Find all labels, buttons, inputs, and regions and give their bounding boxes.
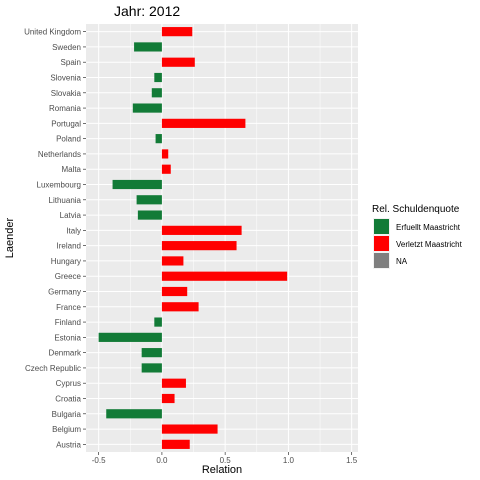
bar-austria: [161, 439, 190, 449]
y-tick-label: Slovenia: [50, 74, 81, 83]
bar-ireland: [161, 241, 237, 251]
bar-spain: [161, 57, 195, 67]
legend-swatch: [374, 253, 389, 268]
y-tick-label: Italy: [66, 226, 81, 235]
x-tick-label: 1.5: [346, 456, 358, 465]
legend-title: Rel. Schuldenquote: [372, 204, 460, 215]
bar-belgium: [161, 424, 218, 434]
x-tick-label: 1.0: [283, 456, 295, 465]
y-tick-label: Latvia: [60, 211, 82, 220]
y-tick-label: Netherlands: [38, 150, 81, 159]
bar-croatia: [161, 393, 175, 404]
legend: Rel. Schuldenquote Erfuellt Maastricht Ve…: [372, 204, 463, 269]
bar-latvia: [137, 210, 162, 220]
chart-title: Jahr: 2012: [114, 3, 180, 19]
legend-label: NA: [396, 257, 408, 266]
bar-cyprus: [161, 378, 186, 388]
y-tick-label: Greece: [55, 272, 82, 281]
x-tick-label: -0.5: [92, 456, 106, 465]
y-tick-label: Romania: [49, 104, 82, 113]
bar-poland: [155, 134, 162, 144]
legend-label: Verletzt Maastricht: [396, 240, 463, 249]
y-tick-label: Cyprus: [56, 379, 81, 388]
y-tick-label: Belgium: [52, 425, 81, 434]
bar-romania: [132, 103, 162, 113]
y-tick-label: Finland: [55, 318, 81, 327]
y-axis-ticks: Austria Belgium Bulgaria Croatia Cyprus Czech…: [24, 28, 86, 449]
y-tick-label: Sweden: [52, 43, 81, 52]
y-tick-label: Croatia: [55, 395, 81, 404]
y-tick-label: Germany: [48, 288, 81, 297]
bar-luxembourg: [112, 179, 162, 190]
bar-france: [161, 302, 199, 312]
y-tick-label: Hungary: [51, 257, 81, 266]
y-tick-label: Austria: [56, 440, 81, 449]
x-tick-label: 0.5: [220, 456, 232, 465]
legend-items: Erfuellt Maastricht Verletzt Maastricht NA: [373, 218, 463, 269]
y-tick-label: Ireland: [57, 242, 81, 251]
y-axis-title: Laender: [4, 217, 16, 258]
x-axis-ticks: -0.5 0.0 0.5 1.0 1.5: [92, 452, 358, 465]
y-tick-label: Portugal: [51, 119, 81, 128]
bars: [98, 27, 288, 449]
bar-slovakia: [151, 88, 162, 98]
legend-swatch: [374, 219, 389, 234]
bar-germany: [161, 286, 188, 297]
x-axis-title: Relation: [202, 464, 242, 476]
bar-netherlands: [161, 149, 169, 159]
bar-hungary: [161, 256, 184, 266]
bar-denmark: [141, 348, 162, 358]
plot-panel: [86, 24, 358, 452]
y-tick-label: Denmark: [49, 349, 82, 358]
bar-greece: [161, 271, 288, 281]
legend-label: Erfuellt Maastricht: [396, 223, 461, 232]
y-tick-label: Bulgaria: [52, 410, 82, 419]
bar-estonia: [98, 332, 162, 342]
bar-slovenia: [154, 72, 162, 83]
bar-finland: [154, 317, 162, 327]
bar-malta: [161, 164, 171, 174]
y-tick-label: Poland: [56, 135, 81, 144]
y-tick-label: Lithuania: [49, 196, 82, 205]
y-tick-label: Czech Republic: [25, 364, 81, 373]
y-tick-label: France: [56, 303, 81, 312]
bar-sweden: [134, 42, 162, 52]
y-tick-label: Slovakia: [51, 89, 82, 98]
bar-lithuania: [136, 195, 162, 205]
legend-swatch: [374, 236, 389, 251]
y-tick-label: Luxembourg: [37, 181, 81, 190]
bar-united-kingdom: [161, 27, 193, 37]
bar-czech-republic: [141, 363, 162, 373]
y-tick-label: Malta: [61, 165, 81, 174]
y-tick-label: United Kingdom: [24, 28, 81, 37]
bar-italy: [161, 225, 242, 235]
x-tick-label: 0.0: [156, 456, 168, 465]
bar-portugal: [161, 118, 246, 128]
y-tick-label: Spain: [61, 58, 81, 67]
bar-bulgaria: [106, 409, 162, 419]
y-tick-label: Estonia: [54, 333, 81, 342]
